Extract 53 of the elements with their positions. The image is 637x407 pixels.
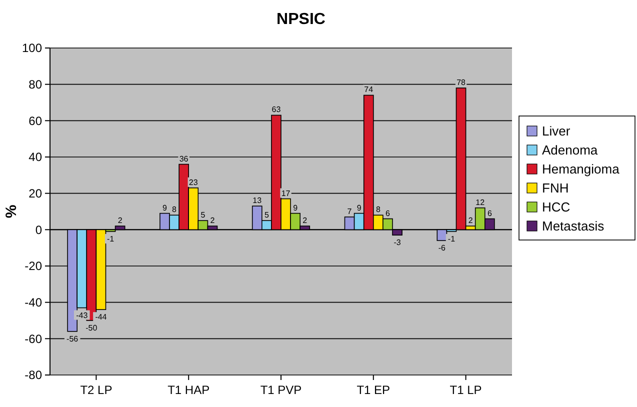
data-label: 2 xyxy=(302,216,308,226)
data-label: 6 xyxy=(487,208,492,218)
y-tick-label: -20 xyxy=(24,259,42,274)
y-tick-label: -40 xyxy=(24,296,42,310)
legend-label: Metastasis xyxy=(542,218,605,234)
x-tick-label: T1 LP xyxy=(450,383,482,397)
data-label: 17 xyxy=(281,188,291,198)
y-tick-label: 60 xyxy=(28,114,42,128)
data-label: 6 xyxy=(385,208,390,218)
y-tick-label: -80 xyxy=(24,368,42,382)
x-tick-label: T1 PVP xyxy=(260,383,302,397)
data-label: -1 xyxy=(106,234,115,244)
data-label: -56 xyxy=(66,334,79,344)
data-label: -3 xyxy=(394,238,402,248)
x-tick-label: T2 LP xyxy=(80,383,112,397)
chart-title: NPSIC xyxy=(276,11,326,28)
data-label: -1 xyxy=(448,234,456,244)
data-label: 8 xyxy=(172,205,178,214)
x-tick-label: T1 EP xyxy=(356,383,390,397)
data-label: 63 xyxy=(272,105,282,114)
data-label: 8 xyxy=(376,205,381,214)
data-label: 5 xyxy=(264,210,270,220)
legend-label: Liver xyxy=(542,124,571,139)
data-label: 36 xyxy=(179,154,189,164)
data-label: 2 xyxy=(118,216,123,226)
data-label: 13 xyxy=(252,196,262,206)
legend-label: Adenoma xyxy=(542,142,598,158)
data-label: -43 xyxy=(76,310,88,320)
y-tick-label: -60 xyxy=(24,332,42,346)
data-label: -44 xyxy=(95,312,108,322)
y-tick-label: 0 xyxy=(35,222,42,237)
y-tick-label: 20 xyxy=(28,186,42,201)
data-label: 78 xyxy=(456,78,466,87)
y-tick-label: 40 xyxy=(28,150,42,164)
data-label: 23 xyxy=(188,178,198,187)
data-label: -6 xyxy=(438,244,446,253)
y-tick-label: 100 xyxy=(22,41,42,56)
x-tick-label: T1 HAP xyxy=(168,383,210,397)
data-label: 2 xyxy=(468,216,474,226)
data-label: 9 xyxy=(356,203,362,212)
legend-label: HCC xyxy=(542,200,570,215)
data-label: 5 xyxy=(200,210,206,220)
y-axis-title: % xyxy=(3,204,20,218)
legend-label: Hemangioma xyxy=(542,162,620,177)
data-label: 9 xyxy=(162,203,168,212)
y-tick-label: 80 xyxy=(28,78,42,92)
data-label: 9 xyxy=(293,203,298,212)
legend-label: FNH xyxy=(542,180,569,196)
data-label: 7 xyxy=(347,206,352,216)
data-label: 74 xyxy=(364,85,374,94)
data-label: 12 xyxy=(476,198,486,207)
data-label: 2 xyxy=(210,216,216,226)
data-label: -50 xyxy=(86,324,98,332)
